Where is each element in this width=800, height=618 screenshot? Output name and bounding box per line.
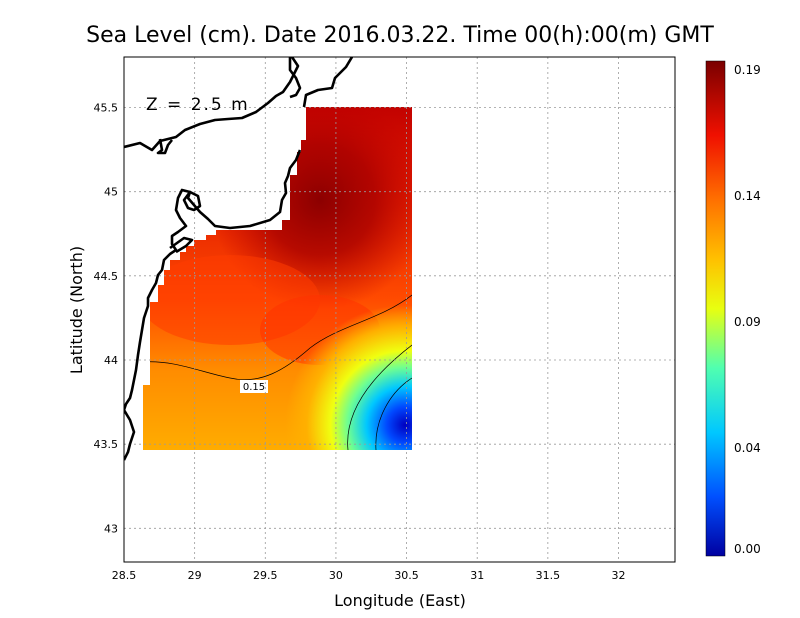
y-tick-label: 44.5 [94,270,119,283]
x-axis-title: Longitude (East) [334,591,466,610]
colorbar-tick-label: 0.09 [734,315,761,329]
x-tick-label: 30 [329,569,343,582]
grid-lines [124,57,675,562]
contour-inner-1 [347,344,412,450]
coastline-inlet [288,57,302,99]
chart-title: Sea Level (cm). Date 2016.03.22. Time 00… [86,23,714,48]
contour-0.15 [143,294,412,381]
contour-label: 0.15 [243,382,265,393]
coastline-romania [124,149,302,411]
x-tick-label: 30.5 [394,569,419,582]
x-tick-label: 29 [188,569,202,582]
x-tick-label: 31.5 [536,569,561,582]
y-tick-label: 43.5 [94,438,119,451]
x-tick-label: 32 [611,569,625,582]
coastline-bulgaria [124,409,136,461]
depth-annotation: Z = 2.5 m [146,95,250,115]
coastline-main [124,57,300,152]
coastline [124,57,354,461]
colorbar: 0.00 0.04 0.09 0.14 0.19 [705,60,761,557]
x-tick-label: 29.5 [253,569,278,582]
colorbar-tick-labels: 0.00 0.04 0.09 0.14 0.19 [734,63,761,556]
colorbar-bar [705,60,726,557]
coastline-lake [182,190,202,212]
coastline-west [302,57,354,108]
coastline-spit [169,236,194,254]
y-tick-label: 44 [104,354,118,367]
coastline-danube [156,138,174,155]
contour-lines [143,294,412,450]
colorbar-tick-label: 0.00 [734,542,761,556]
contour-inner-2 [375,377,412,450]
x-tick-labels: 28.5 29 29.5 30 30.5 31 31.5 32 [112,569,626,582]
y-tick-label: 45 [104,186,118,199]
plot-frame [123,56,676,563]
x-tick-label: 31 [470,569,484,582]
y-tick-label: 45.5 [94,102,119,115]
y-tick-label: 43 [104,522,118,535]
colorbar-tick-label: 0.04 [734,441,761,455]
x-tick-label: 28.5 [112,569,137,582]
colorbar-tick-label: 0.14 [734,189,761,203]
y-axis-title: Latitude (North) [67,246,86,374]
colorbar-tick-label: 0.19 [734,63,761,77]
y-tick-labels: 43 43.5 44 44.5 45 45.5 [94,102,119,536]
